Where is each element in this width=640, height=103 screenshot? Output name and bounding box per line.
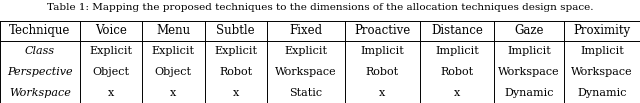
- Text: Object: Object: [155, 67, 192, 77]
- Text: Object: Object: [92, 67, 129, 77]
- Text: Dynamic: Dynamic: [504, 88, 554, 98]
- Text: x: x: [379, 88, 385, 98]
- Text: Explicit: Explicit: [90, 46, 132, 57]
- Text: Fixed: Fixed: [289, 24, 323, 37]
- Text: Robot: Robot: [440, 67, 474, 77]
- Text: Explicit: Explicit: [214, 46, 257, 57]
- Text: Robot: Robot: [219, 67, 252, 77]
- Text: Implicit: Implicit: [435, 46, 479, 57]
- Text: Subtle: Subtle: [216, 24, 255, 37]
- Text: Perspective: Perspective: [7, 67, 73, 77]
- Text: Voice: Voice: [95, 24, 127, 37]
- Text: Distance: Distance: [431, 24, 483, 37]
- Text: Table 1: Mapping the proposed techniques to the dimensions of the allocation tec: Table 1: Mapping the proposed techniques…: [47, 3, 593, 12]
- Text: Workspace: Workspace: [499, 67, 560, 77]
- Text: Class: Class: [25, 46, 55, 57]
- Text: Workspace: Workspace: [9, 88, 71, 98]
- Text: Workspace: Workspace: [275, 67, 337, 77]
- Text: Implicit: Implicit: [360, 46, 404, 57]
- Text: Explicit: Explicit: [152, 46, 195, 57]
- Text: x: x: [454, 88, 460, 98]
- Text: x: x: [232, 88, 239, 98]
- Text: Menu: Menu: [156, 24, 191, 37]
- Text: Dynamic: Dynamic: [577, 88, 627, 98]
- Text: Static: Static: [289, 88, 323, 98]
- Text: Implicit: Implicit: [507, 46, 551, 57]
- Text: Proximity: Proximity: [573, 24, 630, 37]
- Text: Robot: Robot: [365, 67, 399, 77]
- Text: Gaze: Gaze: [515, 24, 544, 37]
- Text: Implicit: Implicit: [580, 46, 624, 57]
- Text: x: x: [170, 88, 177, 98]
- Text: x: x: [108, 88, 114, 98]
- Text: Technique: Technique: [9, 24, 70, 37]
- Text: Explicit: Explicit: [284, 46, 327, 57]
- Text: Proactive: Proactive: [354, 24, 410, 37]
- Text: Workspace: Workspace: [571, 67, 633, 77]
